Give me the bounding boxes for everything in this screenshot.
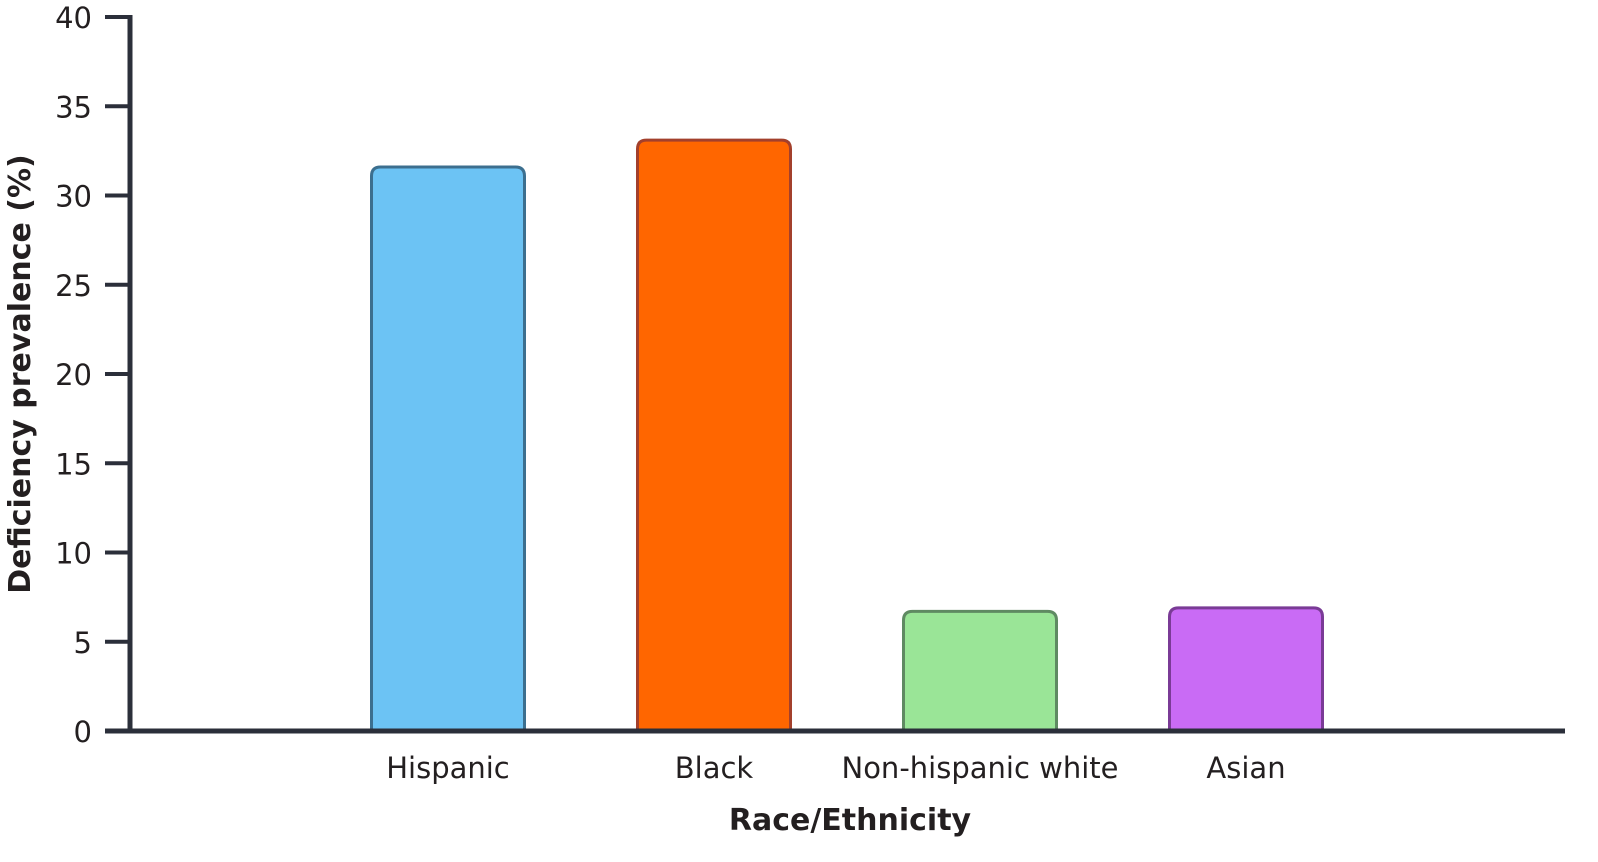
y-tick-label: 15: [55, 447, 92, 481]
x-category-label: Hispanic: [386, 751, 510, 785]
bar-asian: [1168, 606, 1324, 733]
y-tick-label: 5: [74, 626, 92, 660]
bars-group: [370, 138, 1324, 733]
x-category-label: Asian: [1206, 751, 1285, 785]
y-tick-label: 0: [74, 715, 92, 749]
y-tick-label: 20: [55, 358, 92, 392]
y-tick-label: 10: [55, 537, 92, 571]
bar-hispanic: [370, 165, 526, 733]
axes-group: [105, 15, 1565, 734]
x-axis-title: Race/Ethnicity: [729, 803, 972, 838]
y-tick-label: 25: [55, 269, 92, 303]
y-tick-label: 30: [55, 180, 92, 214]
y-ticks-group: 0 5 10 15 20 25 30 35 40: [55, 1, 130, 749]
y-tick-label: 35: [55, 90, 92, 124]
x-category-label: Black: [675, 751, 754, 785]
x-labels-group: Hispanic Black Non-hispanic white Asian: [386, 751, 1285, 785]
y-axis-title: Deficiency prevalence (%): [3, 154, 38, 594]
x-category-label: Non-hispanic white: [842, 751, 1119, 785]
y-tick-label: 40: [55, 1, 92, 35]
bar-black: [636, 138, 792, 733]
bar-non-hispanic-white: [902, 609, 1058, 733]
